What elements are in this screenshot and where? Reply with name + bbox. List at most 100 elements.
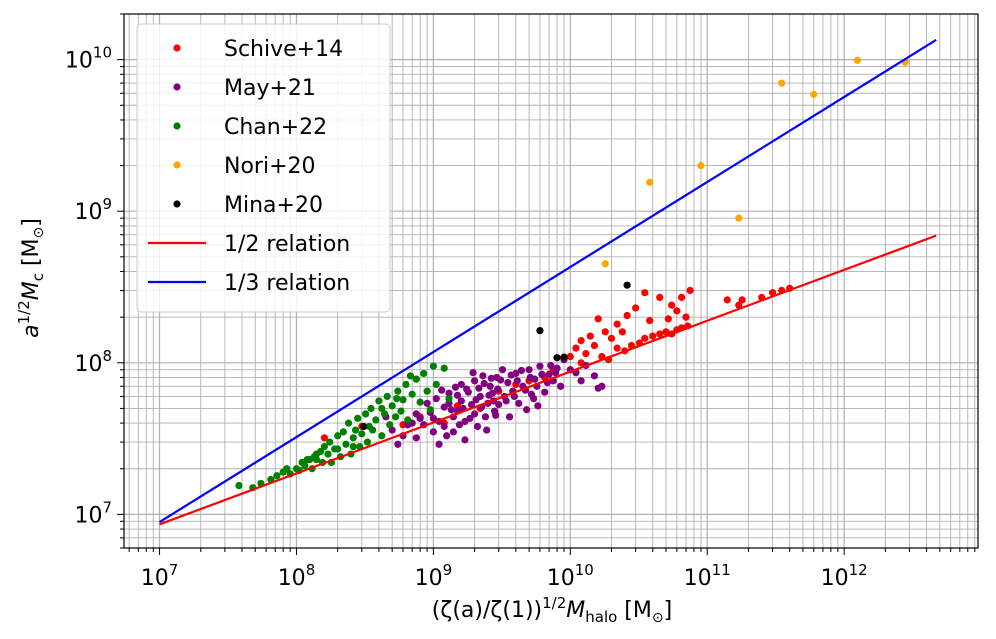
point-nori-20 [697,161,705,170]
point-nori-20 [601,260,609,268]
line-1-2-relation [159,234,937,526]
point-nori-20 [735,214,743,222]
point-mina-20 [623,281,631,289]
point-chan-22 [358,430,366,438]
point-may-21 [485,391,493,399]
point-may-21 [470,410,479,418]
point-may-21 [461,436,469,444]
point-schive-14 [641,334,649,342]
point-schive-14 [601,328,609,336]
point-may-21 [590,372,599,380]
point-may-21 [498,366,507,374]
x-axis-label: (ζ(a)/ζ(1))1/2Mhalo [M⊙] [432,594,672,626]
x-tick-label: 107 [141,561,179,591]
legend-swatch [173,200,181,208]
point-may-21 [443,432,451,440]
legend-swatch [173,83,181,91]
legend-item: 1/3 relation [148,271,350,296]
legend-label: 1/2 relation [224,232,350,257]
point-may-21 [466,414,474,422]
point-may-21 [394,440,402,448]
point-may-21 [451,383,460,391]
point-chan-22 [423,387,431,395]
point-chan-22 [432,380,440,389]
point-may-21 [481,413,490,421]
point-chan-22 [301,461,309,470]
point-chan-22 [429,362,437,370]
point-chan-22 [380,410,389,418]
point-may-21 [463,385,471,393]
point-chan-22 [235,481,243,490]
point-schive-14 [607,334,616,342]
point-may-21 [526,373,534,382]
point-nori-20 [810,90,818,98]
point-chan-22 [363,438,372,446]
point-may-21 [497,376,505,384]
point-schive-14 [320,434,329,442]
point-chan-22 [342,440,350,448]
point-chan-22 [283,465,291,473]
point-may-21 [467,400,476,409]
point-chan-22 [408,390,416,398]
point-may-21 [538,370,546,378]
point-may-21 [429,414,437,422]
point-schive-14 [646,316,654,325]
point-may-21 [495,400,503,409]
point-chan-22 [312,455,321,464]
point-schive-14 [686,286,694,295]
point-chan-22 [420,369,428,378]
legend-swatch [173,122,181,130]
point-nori-20 [778,79,786,87]
point-schive-14 [582,349,590,358]
point-may-21 [457,397,465,405]
x-tick-label: 108 [278,561,316,591]
point-schive-14 [586,332,594,340]
x-tick-label: 109 [415,561,453,591]
point-chan-22 [394,387,402,395]
point-chan-22 [412,375,420,383]
point-may-21 [541,388,549,396]
legend-label: May+21 [224,76,316,101]
point-may-21 [445,389,453,397]
point-chan-22 [383,392,391,401]
point-schive-14 [641,289,649,297]
point-may-21 [487,374,495,382]
point-may-21 [502,397,510,405]
point-may-21 [447,406,455,414]
point-schive-14 [566,352,574,361]
point-chan-22 [273,472,281,480]
legend-label: Schive+14 [224,37,343,62]
point-chan-22 [365,422,373,431]
point-chan-22 [416,398,424,406]
y-tick-label: 107 [74,498,112,528]
series-may-21 [382,355,606,448]
point-may-21 [598,382,606,390]
point-chan-22 [388,402,396,410]
point-chan-22 [367,404,375,413]
point-may-21 [551,369,560,377]
point-may-21 [534,402,542,410]
y-tick-label: 1010 [65,44,112,74]
point-schive-14 [577,337,585,345]
point-schive-14 [678,293,686,302]
point-mina-20 [553,354,561,362]
point-chan-22 [406,372,415,380]
point-may-21 [577,377,585,385]
point-schive-14 [673,307,681,315]
point-schive-14 [572,344,580,352]
legend-label: Nori+20 [224,154,316,179]
point-may-21 [432,395,440,403]
point-mina-20 [360,422,368,431]
point-chan-22 [349,442,357,451]
point-chan-22 [339,428,347,436]
point-may-21 [469,369,477,377]
point-chan-22 [404,416,412,424]
plot-frame [123,13,979,549]
point-chan-22 [326,438,334,446]
point-schive-14 [656,293,664,302]
y-axis-label: a1/2Mc [M⊙] [15,218,47,338]
legend-label: 1/3 relation [224,271,350,296]
point-may-21 [449,428,457,436]
series-nori-20 [601,56,909,268]
point-chan-22 [351,426,360,434]
